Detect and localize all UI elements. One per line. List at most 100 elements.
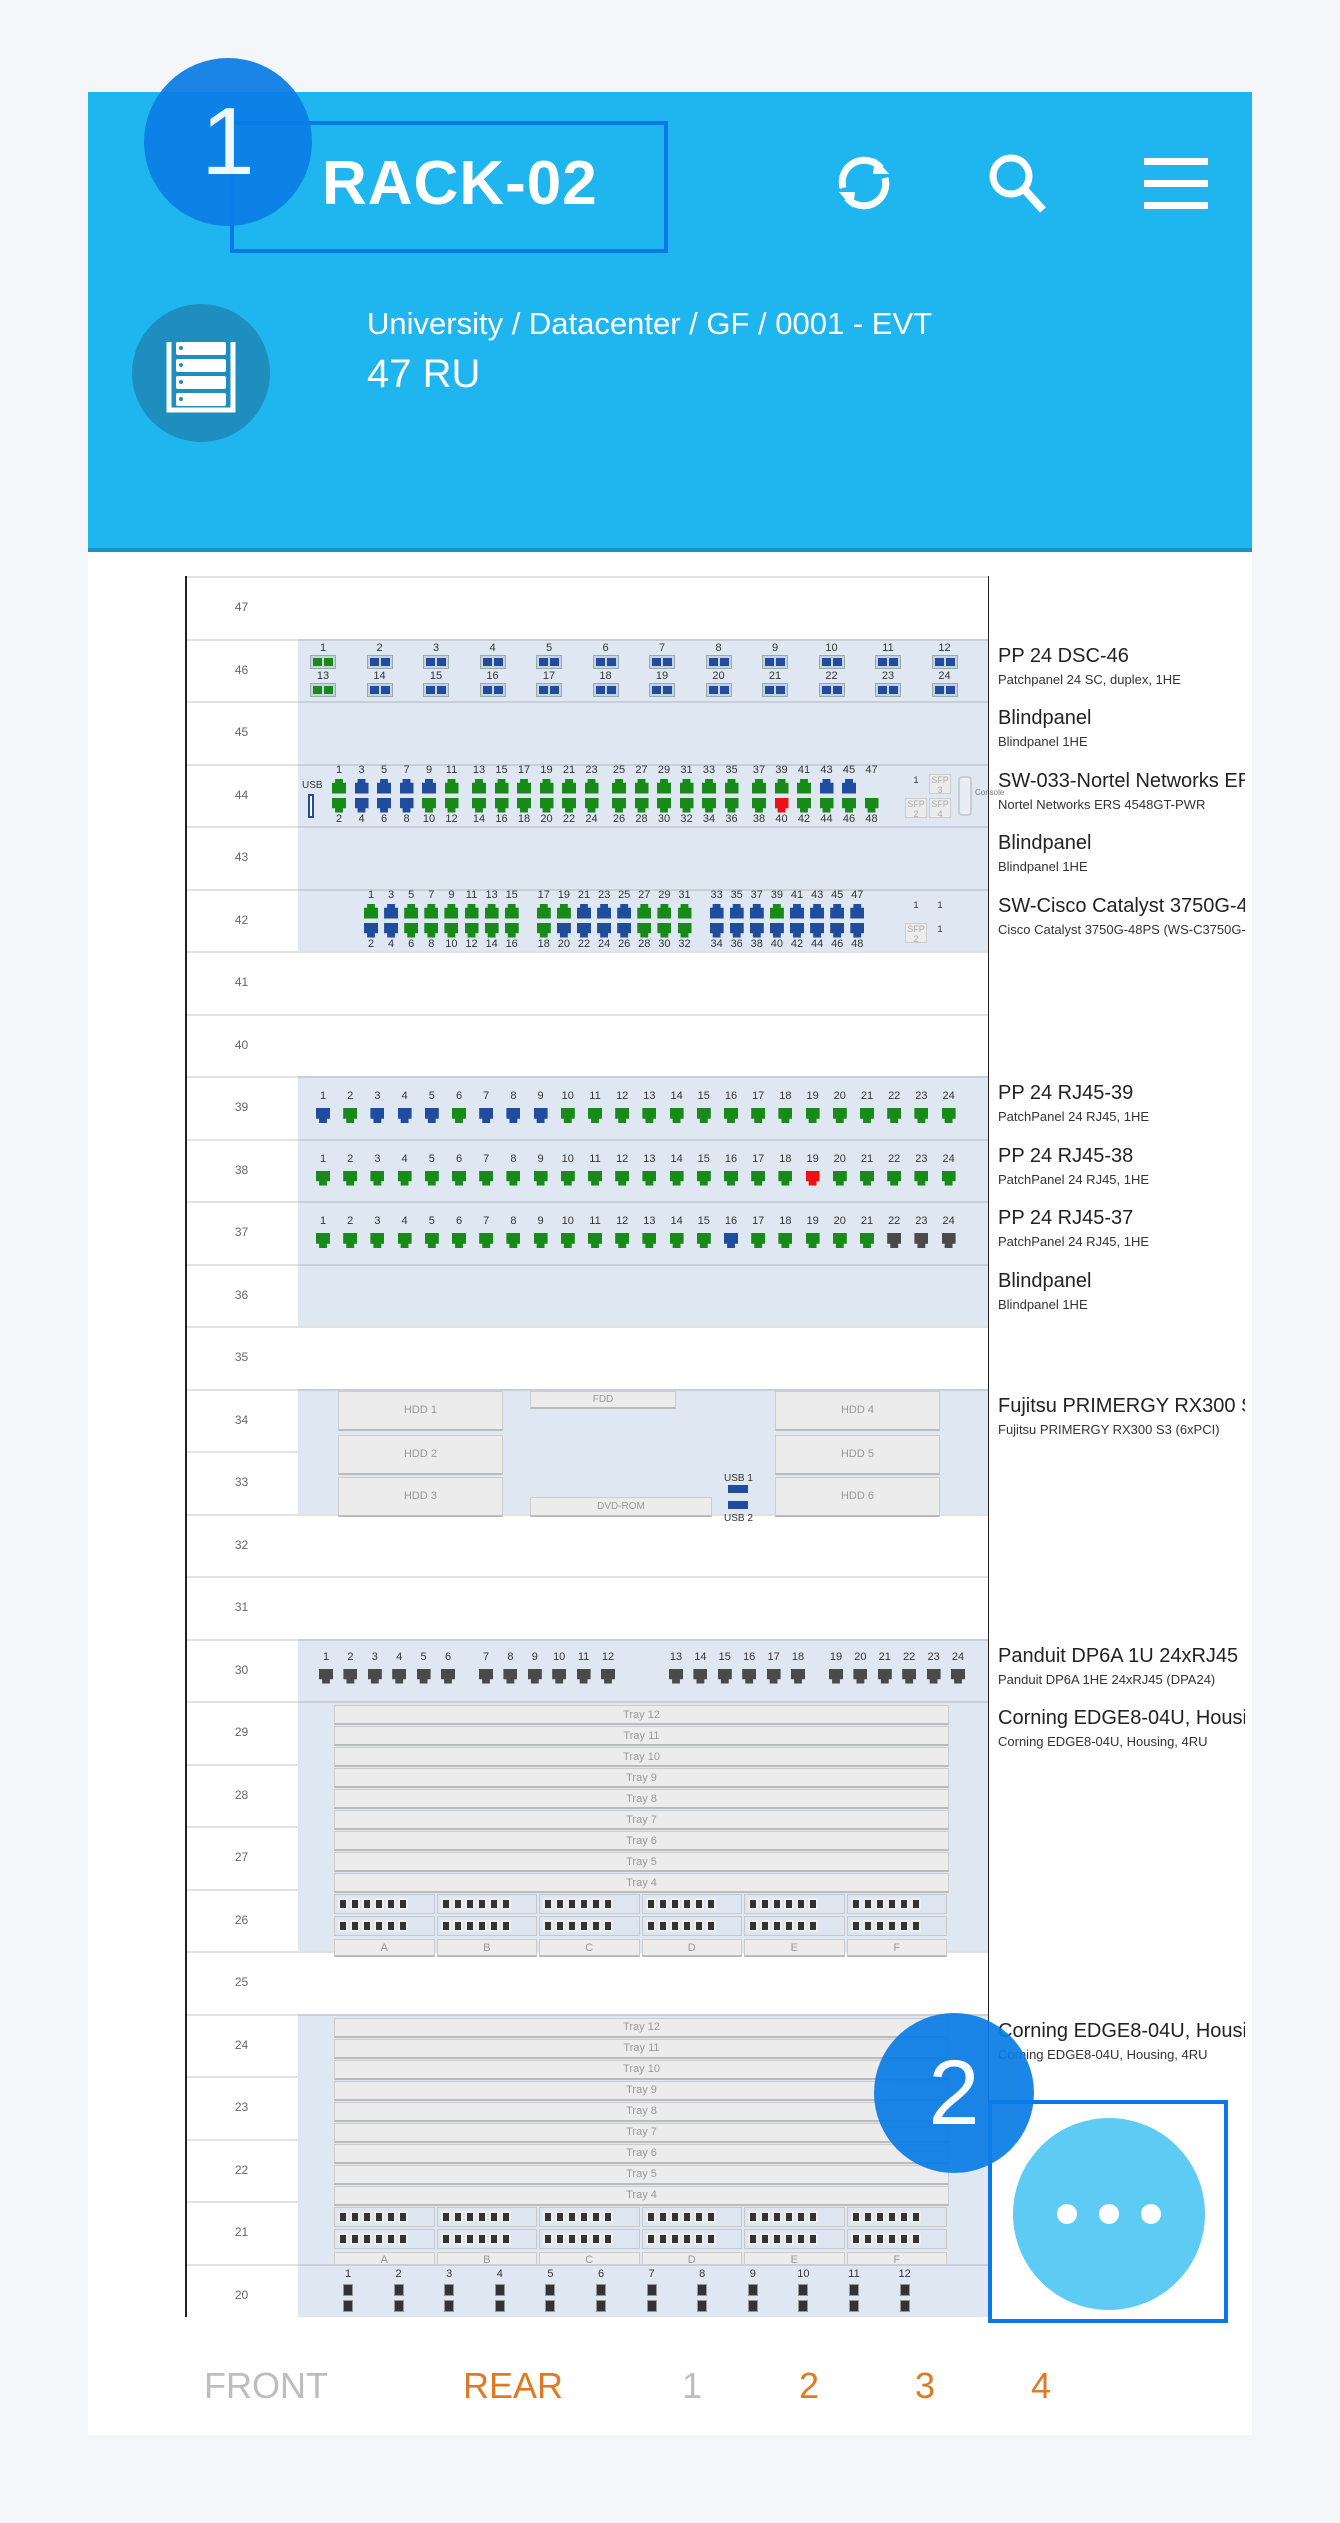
fiber-port[interactable] [386, 2232, 396, 2245]
fiber-port[interactable] [693, 1898, 704, 1910]
device-rj24[interactable]: 1 2 3 4 5 6 7 8 9 10 11 12 13 14 15 16 17 18 19 20 21 22 23 24 [298, 1076, 988, 1139]
duplex-port[interactable] [494, 2299, 505, 2312]
rj45-port[interactable] [444, 778, 459, 794]
rj45-port[interactable] [914, 1170, 929, 1186]
rj45-port[interactable] [584, 797, 599, 813]
hdd-bay[interactable]: HDD 2 [338, 1434, 503, 1475]
rj45-port[interactable] [472, 778, 486, 794]
duplex-port[interactable] [444, 2299, 455, 2312]
fiber-port[interactable] [772, 1920, 782, 1932]
rj45-port[interactable] [577, 903, 591, 919]
cassette-ports[interactable] [846, 2228, 947, 2249]
rj45-port[interactable] [819, 778, 834, 794]
tab-2[interactable]: 2 [798, 2365, 820, 2406]
rj45-port[interactable] [464, 922, 479, 938]
device-dup12[interactable]: 1 2 3 4 5 6 7 8 9 10 11 12 [298, 2263, 988, 2317]
menu-icon[interactable] [1142, 148, 1212, 218]
rj45-port[interactable] [404, 903, 419, 919]
rj45-port[interactable] [951, 1668, 965, 1684]
rj45-port[interactable] [343, 1668, 358, 1684]
rj45-port[interactable] [877, 1668, 892, 1684]
sc-duplex-port[interactable] [536, 654, 562, 669]
fiber-port[interactable] [862, 2232, 873, 2245]
fiber-port[interactable] [748, 2210, 758, 2223]
fiber-port[interactable] [796, 2210, 806, 2223]
fiber-port[interactable] [910, 1920, 921, 1932]
rj45-port[interactable] [452, 1108, 466, 1123]
rj45-port[interactable] [832, 1233, 847, 1248]
rj45-port[interactable] [805, 1108, 820, 1123]
fiber-port[interactable] [760, 1920, 770, 1932]
fiber-port[interactable] [398, 1920, 408, 1932]
rj45-port[interactable] [343, 1108, 358, 1123]
sc-duplex-port[interactable] [818, 682, 845, 697]
rj45-port[interactable] [832, 1170, 847, 1186]
usb-port[interactable] [728, 1484, 748, 1493]
cassette-ports[interactable] [436, 2228, 537, 2249]
rj45-port[interactable] [778, 1108, 793, 1123]
fiber-port[interactable] [705, 1898, 716, 1910]
rj45-port[interactable] [343, 1170, 358, 1186]
fiber-port[interactable] [362, 1920, 372, 1932]
rj45-port[interactable] [444, 903, 459, 919]
fiber-port[interactable] [567, 2232, 577, 2245]
fiber-port[interactable] [748, 2232, 758, 2245]
rj45-port[interactable] [370, 1108, 385, 1123]
rj45-port[interactable] [577, 922, 591, 938]
fiber-port[interactable] [374, 1920, 384, 1932]
cassette-ports[interactable] [846, 1916, 947, 1936]
fiber-port[interactable] [603, 1898, 613, 1910]
rj45-port[interactable] [679, 778, 694, 794]
cassette-ports[interactable] [744, 1916, 845, 1936]
rj45-port[interactable] [354, 778, 369, 794]
device-label[interactable]: SW-033-Nortel Networks ERS 4548GT-PWR Nor… [998, 770, 1245, 812]
rj45-port[interactable] [494, 778, 509, 794]
rj45-port[interactable] [397, 1170, 412, 1186]
fiber-port[interactable] [645, 1920, 656, 1932]
rj45-port[interactable] [539, 778, 554, 794]
rj45-port[interactable] [677, 922, 692, 938]
rj45-port[interactable] [441, 1668, 455, 1684]
sc-duplex-port[interactable] [705, 654, 732, 669]
fiber-port[interactable] [452, 1920, 463, 1932]
device-rj24[interactable]: 1 2 3 4 5 6 7 8 9 10 11 12 13 14 15 16 17 18 19 20 21 22 23 24 [298, 1138, 988, 1201]
fiber-port[interactable] [705, 1920, 716, 1932]
sc-duplex-port[interactable] [875, 654, 901, 669]
device-label[interactable]: PP 24 RJ45-39 PatchPanel 24 RJ45, 1HE [998, 1082, 1245, 1124]
rj45-port[interactable] [657, 903, 672, 919]
fiber-port[interactable] [440, 1920, 451, 1932]
duplex-port[interactable] [343, 2283, 353, 2296]
cassette-ports[interactable] [334, 1894, 435, 1914]
tab-rear[interactable]: REAR [462, 2365, 564, 2406]
fiber-port[interactable] [338, 2232, 348, 2245]
duplex-port[interactable] [747, 2283, 758, 2296]
fiber-port[interactable] [603, 1920, 613, 1932]
rj45-port[interactable] [805, 1233, 820, 1248]
fiber-port[interactable] [579, 1920, 589, 1932]
device-sw8[interactable]: 1 2 3 4 5 6 7 8 9 10 11 12 13 14 15 16 17 18 19 20 21 22 23 24 2… [298, 888, 988, 951]
device-label[interactable]: Corning EDGE8-04U, Housing Corning EDGE8-… [998, 1707, 1245, 1749]
rj45-port[interactable] [864, 797, 879, 813]
fiber-port[interactable] [350, 1898, 360, 1910]
breadcrumb[interactable]: University / Datacenter / GF / 0001 - EV… [367, 306, 933, 341]
duplex-port[interactable] [849, 2299, 859, 2312]
fiber-port[interactable] [760, 2232, 770, 2245]
rj45-port[interactable] [791, 1668, 805, 1684]
duplex-port[interactable] [697, 2283, 708, 2296]
rj45-port[interactable] [752, 797, 766, 813]
rj45-port[interactable] [562, 797, 576, 813]
duplex-port[interactable] [646, 2299, 657, 2312]
fiber-port[interactable] [440, 1898, 451, 1910]
rj45-port[interactable] [370, 1170, 385, 1186]
duplex-port[interactable] [798, 2283, 809, 2296]
fiber-port[interactable] [657, 1920, 668, 1932]
fiber-port[interactable] [567, 1920, 577, 1932]
cassette-ports[interactable] [641, 1894, 742, 1914]
rj45-port[interactable] [926, 1668, 941, 1684]
rj45-port[interactable] [472, 797, 486, 813]
cassette-ports[interactable] [334, 1916, 435, 1936]
fiber-port[interactable] [705, 2232, 716, 2245]
rj45-port[interactable] [506, 1170, 521, 1186]
rj45-port[interactable] [752, 778, 766, 794]
sc-duplex-port[interactable] [536, 682, 562, 697]
